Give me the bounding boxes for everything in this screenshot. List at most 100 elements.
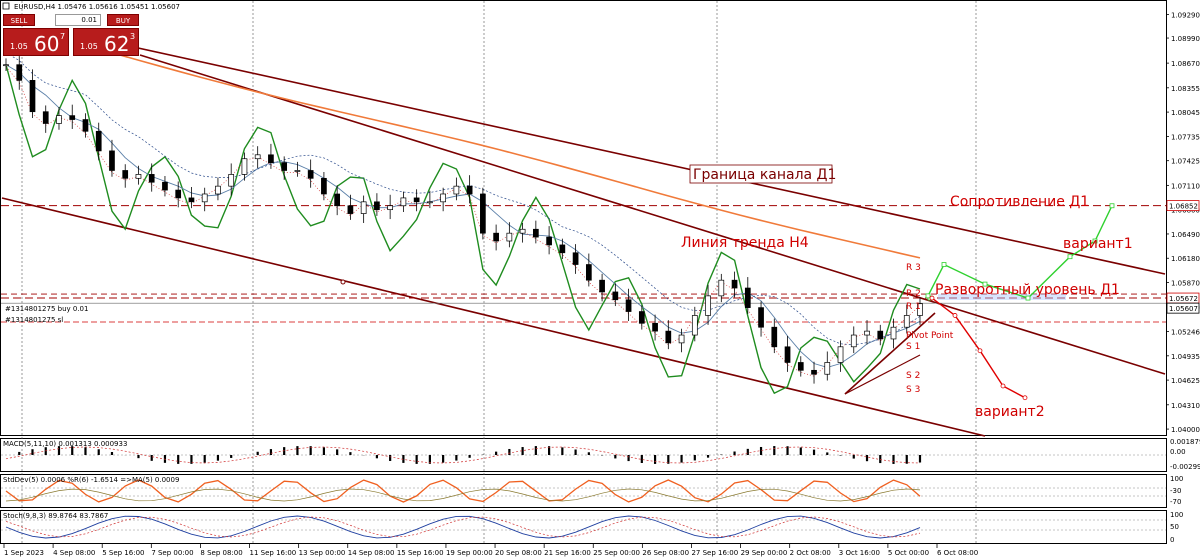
candle-body	[122, 170, 129, 179]
candle-body	[427, 201, 433, 204]
macd-axis-bottom: -0.002995	[1170, 463, 1200, 471]
candle-body	[201, 193, 208, 203]
candle-body	[546, 236, 552, 246]
candle-body	[758, 307, 764, 328]
macd-axis-top: 0.001879	[1170, 438, 1200, 446]
order-buy-label[interactable]: #1314801275 buy 0.01	[5, 305, 88, 313]
candle-body	[572, 252, 579, 265]
time-tick-label: 1 Sep 2023	[4, 549, 44, 557]
orange-moving-average	[119, 54, 921, 259]
pivot-r3-label: R 3	[906, 263, 921, 273]
price-tick-label: 1.08670	[1171, 60, 1200, 68]
price-tick-label: 1.05246	[1171, 328, 1200, 336]
level-tag-box	[1166, 302, 1200, 314]
candle-body	[824, 362, 831, 375]
stoch-main-line	[5, 515, 921, 539]
time-tick-label: 5 Sep 16:00	[102, 549, 144, 557]
channel-line	[1, 197, 986, 437]
sell-price-button[interactable]: 1.05 60 7	[3, 28, 69, 56]
stoch-pane	[0, 510, 1167, 544]
price-tick-label: 1.09290	[1171, 12, 1200, 20]
blue-ma-fast	[5, 64, 921, 368]
green-indicator-line	[5, 64, 921, 395]
price-tick-label: 1.04935	[1171, 353, 1200, 361]
channel-d1-label: Граница канала Д1	[693, 167, 836, 183]
candle-body	[175, 189, 182, 199]
price-tick-label: 1.08045	[1171, 109, 1200, 117]
candle-body	[95, 130, 102, 152]
candle-body	[148, 174, 155, 183]
one-click-trading-panel: SELL 0.01 BUY 1.05 60 7 1.05 62 3	[3, 14, 141, 58]
time-tick-label: 6 Oct 08:00	[937, 549, 978, 557]
sell-price-pips: 60	[34, 32, 60, 56]
lot-size-input[interactable]: 0.01	[55, 14, 101, 26]
candle-body	[294, 170, 301, 172]
candle-body	[506, 232, 513, 242]
candle-body	[400, 197, 407, 207]
candle-body	[705, 295, 711, 316]
variant2-point	[977, 348, 983, 354]
pivot-r1-label: R 1	[906, 302, 921, 312]
resistance-d1-label: Сопротивление Д1	[950, 194, 1089, 210]
trend-h4-label: Линия тренда Н4	[681, 235, 809, 251]
indicator-series	[5, 446, 922, 539]
time-tick-label: 2 Oct 08:00	[790, 549, 831, 557]
candle-body	[811, 369, 817, 375]
price-tick-label: 1.06490	[1171, 231, 1200, 239]
time-tick-label: 20 Sep 08:00	[495, 549, 542, 557]
variant1-path	[927, 205, 1113, 299]
candle-body	[797, 362, 804, 371]
channel-anchor-point	[340, 279, 346, 285]
time-tick-label: 11 Sep 16:00	[250, 549, 297, 557]
variant1-point	[1067, 254, 1073, 260]
candle-body	[3, 64, 9, 67]
buy-button[interactable]: BUY	[107, 14, 139, 26]
candle-body	[864, 330, 870, 336]
buy-price-pips: 62	[104, 32, 130, 56]
candle-body	[917, 303, 923, 316]
candle-body	[56, 115, 62, 124]
candle-body	[82, 119, 89, 132]
price-tick-label: 1.04000	[1171, 426, 1200, 434]
candle-body	[321, 177, 327, 195]
candle-body	[360, 201, 367, 214]
sell-button[interactable]: SELL	[3, 14, 35, 26]
candle-body	[612, 291, 619, 301]
blue-moving-averages	[5, 52, 921, 377]
candle-body	[718, 279, 725, 297]
time-tick-label: 27 Sep 16:00	[691, 549, 738, 557]
candle-body	[890, 326, 897, 340]
buy-price-button[interactable]: 1.05 62 3	[73, 28, 139, 56]
buy-price-prefix: 1.05	[80, 42, 98, 51]
candle-body	[731, 279, 738, 289]
trend-line-h4-lower	[844, 354, 921, 395]
candle-body	[678, 334, 685, 344]
vertical-gridlines	[1, 1, 1166, 544]
price-tick-label: 1.04310	[1171, 402, 1200, 410]
stoch-axis-top: 100	[1170, 511, 1183, 519]
variant2-point	[1000, 383, 1006, 389]
macd-pane	[0, 438, 1167, 472]
trend-line-h4	[844, 312, 936, 395]
candle-body	[533, 228, 539, 238]
time-tick-label: 7 Sep 00:00	[151, 549, 193, 557]
level-tag-box	[1166, 200, 1200, 211]
order-sl-label[interactable]: #1314801275 sl	[5, 316, 63, 324]
pivot-point-label: Pivot Point	[906, 331, 954, 341]
level-tag-label: 1.05672	[1169, 295, 1198, 303]
candle-body	[665, 330, 672, 344]
price-tick-label: 1.07425	[1171, 158, 1200, 166]
time-tick-label: 26 Sep 08:00	[642, 549, 689, 557]
candle-body	[69, 115, 76, 120]
price-tick-label: 1.06180	[1171, 255, 1200, 263]
channel-label-box	[689, 164, 833, 184]
candle-body	[109, 150, 115, 171]
candle-body	[638, 311, 645, 324]
price-tick-label: 1.05870	[1171, 280, 1200, 288]
candle-body	[42, 111, 49, 124]
candle-body	[334, 193, 341, 207]
price-tick-label: 1.07735	[1171, 133, 1200, 141]
variant2-point	[952, 313, 958, 318]
variant2-point	[929, 295, 935, 301]
